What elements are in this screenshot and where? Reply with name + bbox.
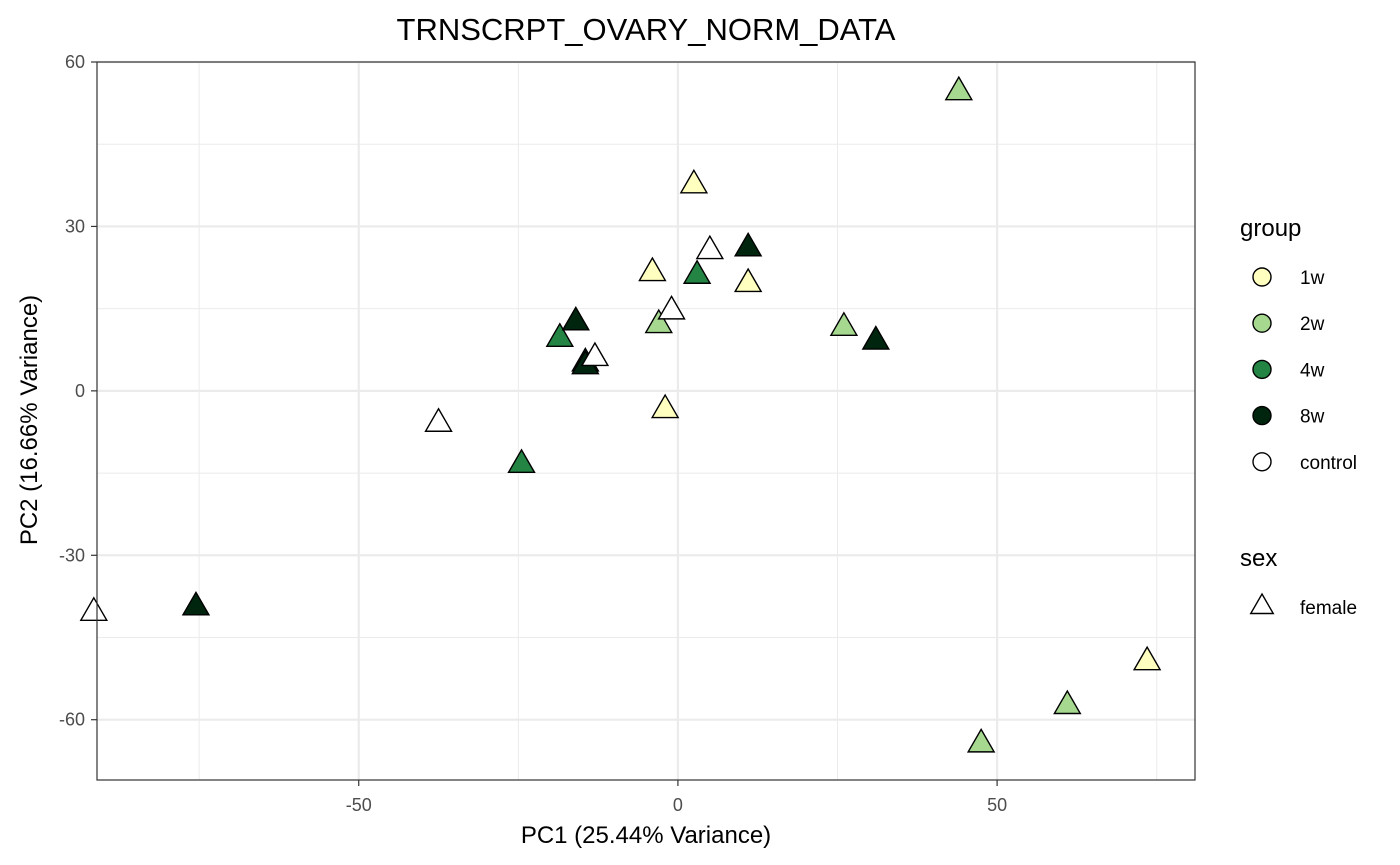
data-point-1w <box>1132 645 1162 671</box>
legend-label-1w: 1w <box>1300 268 1325 289</box>
y-tick-label: 0 <box>75 381 85 401</box>
y-tick-label: -30 <box>59 545 85 565</box>
y-tick-label: 60 <box>65 52 85 72</box>
x-axis-title: PC1 (25.44% Variance) <box>521 822 771 849</box>
legend-key-4w <box>1252 359 1272 380</box>
legend-sex-title: sex <box>1240 545 1277 572</box>
legend-key-female <box>1249 592 1275 615</box>
y-axis: -60 -30 0 30 60 <box>59 52 97 730</box>
data-point-4w <box>507 448 536 474</box>
data-points <box>79 75 1162 753</box>
data-point-control <box>580 341 610 367</box>
data-point-control <box>424 407 453 432</box>
data-point-1w <box>679 168 709 194</box>
chart-title: TRNSCRPT_OVARY_NORM_DATA <box>397 12 896 47</box>
legend: group 1w 2w 4w 8w control sex female <box>1240 215 1357 619</box>
minor-gridlines <box>97 62 1195 780</box>
legend-label-female: female <box>1300 598 1357 619</box>
x-tick-label: 50 <box>987 795 1007 815</box>
legend-label-control: control <box>1300 453 1357 474</box>
legend-group-title: group <box>1240 215 1301 242</box>
legend-group-entries: 1w 2w 4w 8w control <box>1252 267 1357 474</box>
legend-key-control <box>1252 452 1272 472</box>
y-axis-title: PC2 (16.66% Variance) <box>16 295 43 545</box>
data-point-control <box>657 294 686 320</box>
x-tick-label: 0 <box>673 795 683 815</box>
data-point-8w <box>181 590 211 616</box>
x-tick-label: -50 <box>346 795 372 815</box>
data-point-2w <box>944 75 974 101</box>
data-point-4w <box>682 259 712 284</box>
y-tick-label: 30 <box>65 216 85 236</box>
data-point-8w <box>861 325 891 350</box>
plot-panel <box>79 60 1196 781</box>
panel-border <box>96 61 1196 781</box>
data-point-control <box>79 596 109 622</box>
data-point-2w <box>966 727 996 753</box>
legend-key-8w <box>1252 405 1272 426</box>
y-tick-label: -60 <box>59 710 85 730</box>
data-point-4w <box>545 322 575 347</box>
data-point-1w <box>650 393 680 419</box>
legend-key-1w <box>1252 267 1272 287</box>
legend-label-2w: 2w <box>1300 314 1325 335</box>
legend-label-4w: 4w <box>1300 360 1325 381</box>
data-point-1w <box>638 256 667 282</box>
legend-sex-entries: female <box>1249 592 1357 619</box>
data-point-2w <box>644 308 673 334</box>
data-point-8w <box>561 305 590 331</box>
data-point-1w <box>733 267 763 293</box>
legend-label-8w: 8w <box>1300 407 1325 428</box>
x-axis: -50 0 50 <box>346 780 1007 815</box>
data-point-8w <box>733 231 763 257</box>
data-point-control <box>695 234 725 260</box>
panel-background <box>97 62 1195 780</box>
data-point-2w <box>1053 689 1082 715</box>
data-point-2w <box>829 311 859 337</box>
legend-key-2w <box>1252 313 1272 333</box>
